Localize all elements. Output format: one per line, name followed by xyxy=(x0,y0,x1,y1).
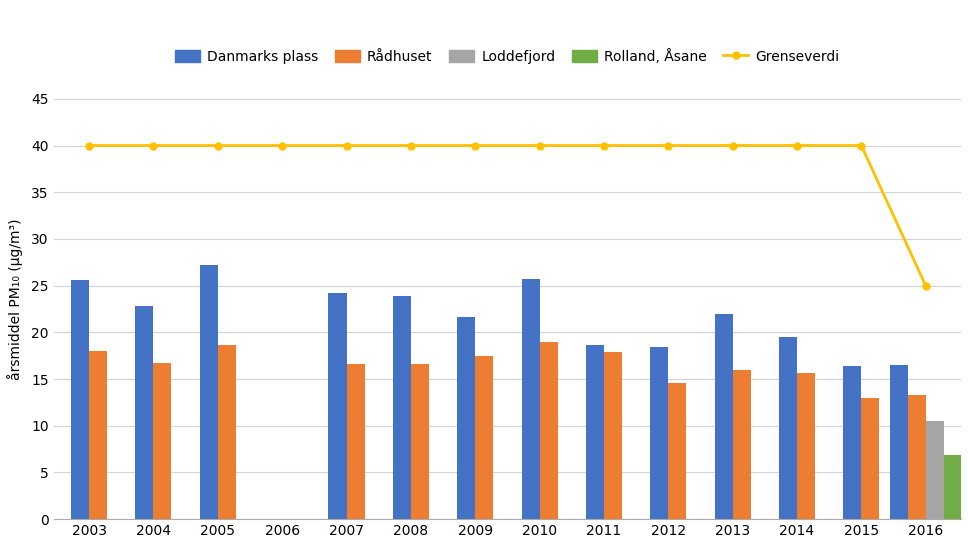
Bar xyxy=(71,280,89,519)
Bar xyxy=(843,366,862,519)
Bar xyxy=(586,346,604,519)
Bar xyxy=(475,356,494,519)
Bar xyxy=(410,364,429,519)
Bar xyxy=(668,383,686,519)
Bar xyxy=(862,398,879,519)
Legend: Danmarks plass, Rådhuset, Loddefjord, Rolland, Åsane, Grenseverdi: Danmarks plass, Rådhuset, Loddefjord, Ro… xyxy=(169,43,845,69)
Bar xyxy=(328,293,347,519)
Bar xyxy=(925,421,944,519)
Bar xyxy=(457,317,475,519)
Bar xyxy=(539,342,558,519)
Bar xyxy=(733,370,750,519)
Bar xyxy=(522,279,539,519)
Bar xyxy=(908,395,925,519)
Bar xyxy=(154,363,171,519)
Bar xyxy=(199,265,218,519)
Bar xyxy=(347,364,365,519)
Y-axis label: årsmiddel PM₁₀ (μg/m³): årsmiddel PM₁₀ (μg/m³) xyxy=(7,219,23,380)
Bar xyxy=(779,337,797,519)
Bar xyxy=(650,347,668,519)
Bar xyxy=(393,296,410,519)
Bar xyxy=(714,314,733,519)
Bar xyxy=(797,373,815,519)
Bar xyxy=(944,455,961,519)
Bar xyxy=(890,365,908,519)
Bar xyxy=(218,346,236,519)
Bar xyxy=(604,352,621,519)
Bar xyxy=(89,351,107,519)
Bar xyxy=(136,306,154,519)
